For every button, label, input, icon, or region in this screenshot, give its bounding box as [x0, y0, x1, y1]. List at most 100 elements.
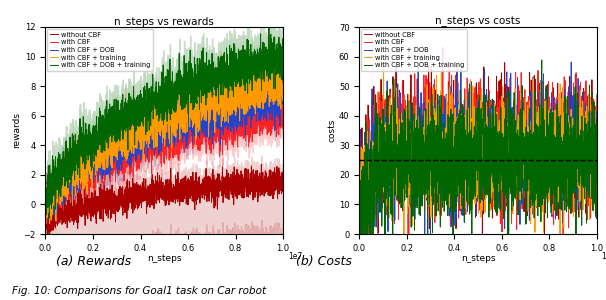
Line: without CBF: without CBF — [45, 164, 283, 239]
with CBF + training — [229, 91, 236, 95]
with CBF — [368, 184, 375, 188]
with CBF + DOB + training — [356, 169, 363, 172]
without CBF — [465, 159, 472, 163]
with CBF — [587, 172, 594, 176]
with CBF — [273, 107, 280, 110]
without CBF — [158, 181, 165, 184]
with CBF + training — [587, 162, 594, 165]
with CBF + DOB — [42, 221, 49, 225]
with CBF + training — [471, 202, 479, 206]
with CBF + DOB — [356, 232, 363, 236]
with CBF + DOB — [587, 164, 594, 167]
with CBF + DOB — [465, 148, 472, 151]
without CBF — [273, 178, 280, 181]
with CBF + DOB + training — [273, 73, 280, 76]
with CBF + DOB — [54, 185, 61, 189]
with CBF + DOB + training — [368, 159, 375, 162]
with CBF + training — [380, 62, 387, 65]
Legend: without CBF, with CBF, with CBF + DOB, with CBF + training, with CBF + DOB + tra: without CBF, with CBF, with CBF + DOB, w… — [361, 29, 467, 71]
without CBF — [587, 114, 594, 118]
with CBF — [465, 117, 472, 121]
with CBF + DOB + training — [45, 216, 53, 220]
without CBF — [152, 201, 159, 205]
with CBF — [471, 156, 479, 159]
with CBF + DOB — [42, 206, 49, 210]
without CBF — [593, 93, 601, 97]
with CBF — [543, 184, 550, 188]
Text: (a) Rewards: (a) Rewards — [56, 256, 132, 268]
with CBF + training — [272, 55, 279, 58]
with CBF — [229, 127, 236, 130]
X-axis label: n_steps: n_steps — [147, 254, 182, 263]
with CBF + DOB — [471, 158, 479, 161]
with CBF + DOB — [568, 60, 575, 64]
with CBF + DOB + training — [471, 160, 479, 164]
Line: with CBF + DOB + training: with CBF + DOB + training — [45, 11, 283, 218]
with CBF + DOB + training — [273, 43, 280, 46]
with CBF + DOB + training — [152, 100, 159, 104]
Y-axis label: costs: costs — [327, 119, 336, 142]
Text: (b) Costs: (b) Costs — [296, 256, 352, 268]
without CBF — [42, 207, 49, 211]
with CBF + DOB + training — [356, 232, 364, 236]
with CBF — [273, 135, 280, 138]
with CBF — [236, 92, 243, 95]
Y-axis label: rewards: rewards — [12, 112, 21, 148]
with CBF — [279, 102, 287, 105]
with CBF — [152, 135, 159, 138]
with CBF + DOB — [593, 167, 601, 171]
with CBF + DOB + training — [587, 172, 594, 176]
with CBF + training — [587, 123, 594, 126]
Line: without CBF: without CBF — [359, 63, 597, 234]
with CBF + DOB — [274, 79, 281, 83]
with CBF + DOB — [543, 156, 550, 159]
with CBF — [356, 232, 363, 236]
with CBF + DOB + training — [42, 195, 49, 198]
with CBF + DOB + training — [158, 85, 165, 88]
without CBF — [356, 166, 363, 170]
with CBF + DOB + training — [538, 58, 545, 62]
X-axis label: n_steps: n_steps — [461, 254, 495, 263]
with CBF + training — [356, 227, 363, 231]
Line: with CBF + training: with CBF + training — [45, 57, 283, 224]
Line: with CBF: with CBF — [45, 94, 283, 224]
Line: with CBF: with CBF — [359, 47, 597, 234]
with CBF — [593, 152, 601, 156]
with CBF + DOB + training — [229, 75, 236, 79]
Text: 1e7: 1e7 — [602, 252, 606, 261]
with CBF + DOB — [356, 195, 363, 198]
with CBF + training — [158, 119, 165, 123]
with CBF + training — [279, 79, 287, 83]
Line: with CBF + DOB: with CBF + DOB — [359, 62, 597, 234]
Line: with CBF + DOB + training: with CBF + DOB + training — [359, 60, 597, 234]
with CBF + training — [273, 86, 280, 90]
Text: 1e7: 1e7 — [288, 252, 302, 261]
with CBF + training — [273, 92, 280, 96]
Line: with CBF + DOB: with CBF + DOB — [45, 81, 283, 223]
with CBF + DOB + training — [279, 82, 287, 85]
with CBF + DOB + training — [587, 134, 594, 137]
Title: n_steps vs rewards: n_steps vs rewards — [115, 16, 215, 27]
without CBF — [587, 133, 594, 136]
with CBF — [42, 222, 50, 226]
with CBF + DOB — [587, 168, 594, 172]
with CBF — [158, 162, 165, 166]
with CBF + training — [465, 157, 472, 160]
Title: n_steps vs costs: n_steps vs costs — [435, 16, 521, 27]
with CBF + training — [54, 181, 61, 185]
with CBF + DOB — [368, 172, 375, 175]
with CBF — [42, 188, 49, 192]
with CBF — [439, 46, 447, 49]
with CBF + training — [46, 222, 53, 226]
without CBF — [543, 169, 550, 173]
with CBF + training — [593, 177, 601, 181]
with CBF + DOB + training — [465, 180, 472, 183]
with CBF + training — [42, 184, 49, 188]
without CBF — [279, 190, 287, 194]
with CBF + DOB — [158, 124, 165, 128]
with CBF + training — [368, 183, 375, 187]
without CBF — [44, 238, 52, 241]
with CBF — [356, 154, 363, 158]
without CBF — [471, 128, 479, 131]
with CBF + DOB — [273, 85, 280, 88]
